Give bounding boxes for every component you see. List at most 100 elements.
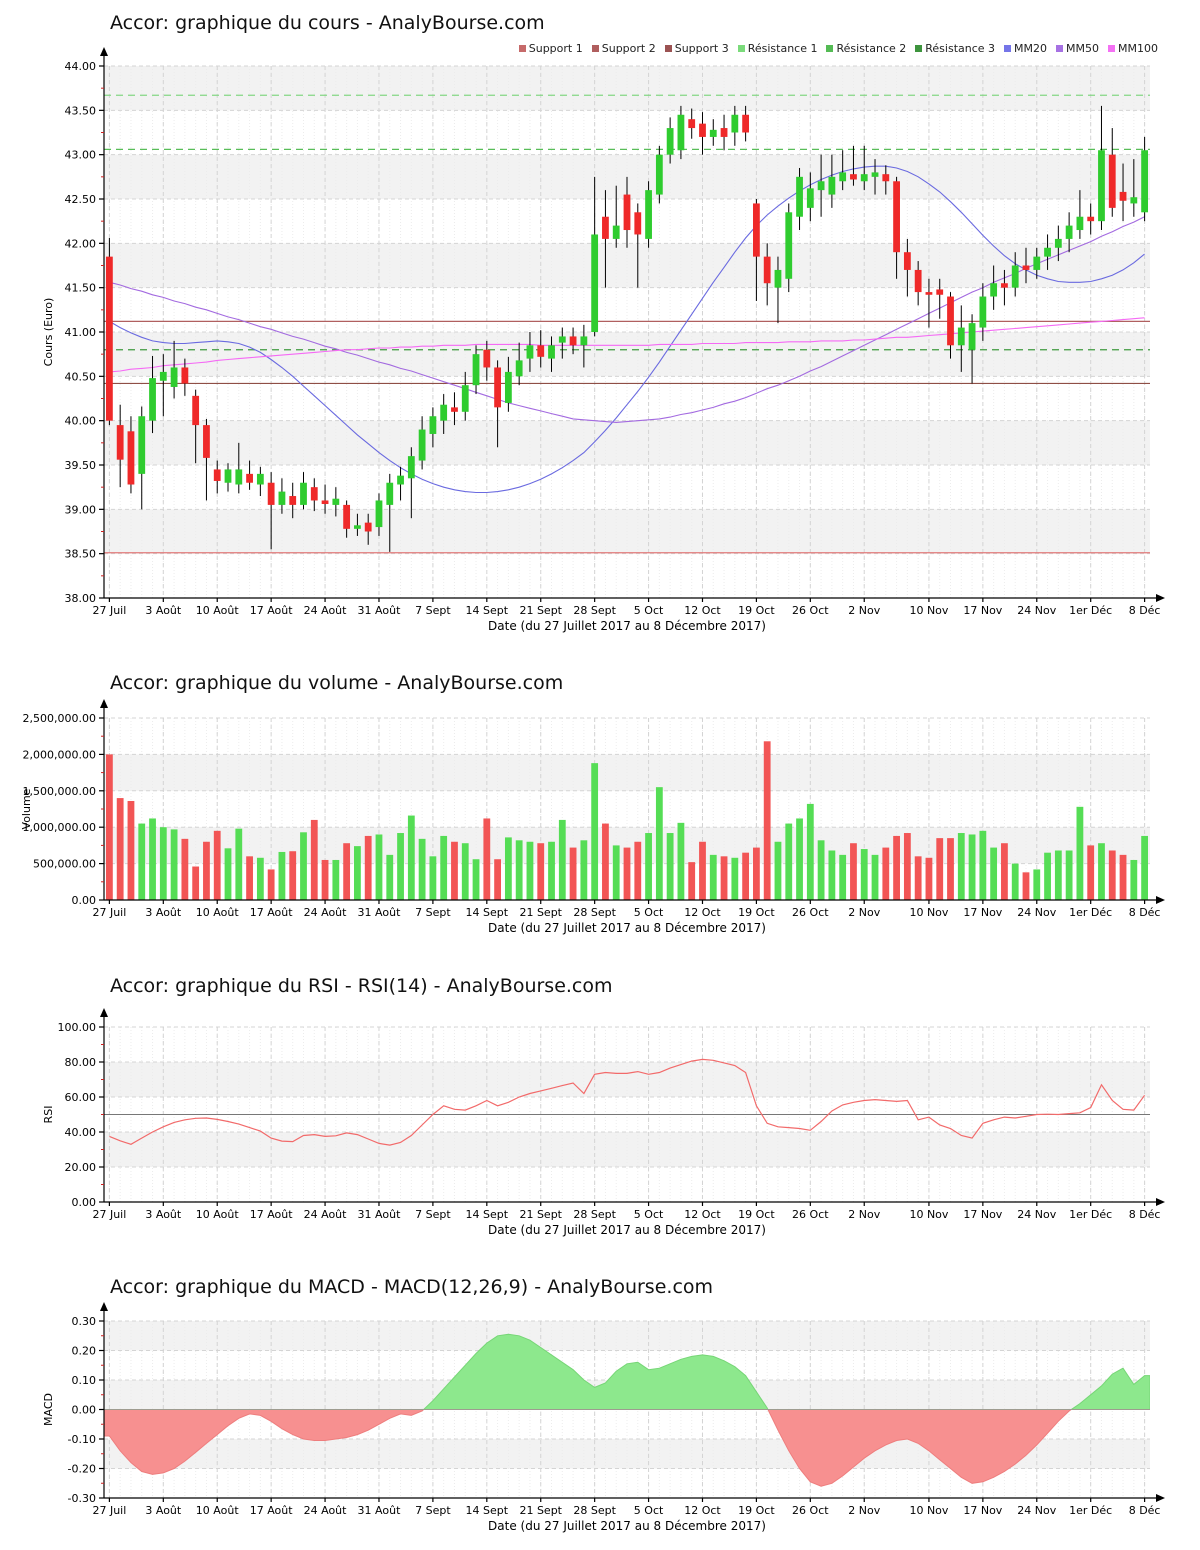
legend-swatch-icon (826, 45, 834, 52)
x-tick-label: 31 Août (358, 1504, 402, 1517)
candle-body (990, 283, 998, 297)
legend-item-Résistance 3: Résistance 3 (915, 42, 995, 55)
candle-body (1033, 256, 1041, 270)
volume-bar (526, 841, 534, 900)
y-axis-title: Cours (Euro) (42, 298, 55, 367)
x-tick-label: 2 Nov (848, 1504, 880, 1517)
volume-bar (170, 829, 178, 900)
volume-bar (181, 838, 189, 900)
x-tick-label: 10 Août (196, 1208, 240, 1221)
candle-body (537, 345, 545, 357)
x-tick-label: 27 Juil (92, 1504, 126, 1517)
x-tick-label: 17 Nov (963, 1504, 1002, 1517)
x-tick-label: 24 Nov (1017, 604, 1056, 617)
volume-bar (1001, 843, 1008, 900)
volume-bar (418, 838, 426, 900)
candle-body (343, 504, 351, 529)
volume-bar (429, 856, 437, 900)
x-axis-title: Date (du 27 Juillet 2017 au 8 Décembre 2… (488, 921, 766, 935)
x-axis-title: Date (du 27 Juillet 2017 au 8 Décembre 2… (488, 619, 766, 633)
candle-body (850, 174, 857, 180)
x-tick-label: 31 Août (358, 604, 402, 617)
volume-bar (1033, 869, 1041, 900)
y-axis-arrow-icon (100, 699, 108, 708)
x-tick-label: 12 Oct (684, 1504, 721, 1517)
volume-bar (105, 754, 113, 900)
y-tick-label: 38.00 (65, 592, 97, 605)
candle-body (1098, 150, 1105, 222)
legend-item-Support 1: Support 1 (518, 42, 583, 55)
x-tick-label: 2 Nov (848, 604, 880, 617)
candle-body (688, 119, 696, 129)
x-tick-label: 24 Août (304, 906, 348, 919)
candle-body (105, 256, 113, 421)
volume-bar (246, 856, 253, 900)
candle-body (526, 345, 534, 359)
x-tick-label: 21 Sept (519, 906, 562, 919)
rsi-chart-title: Accor: graphique du RSI - RSI(14) - Anal… (110, 975, 613, 997)
legend-swatch-icon (518, 45, 526, 52)
x-tick-label: 19 Oct (738, 1504, 775, 1517)
candle-body (580, 336, 588, 346)
x-tick-label: 8 Déc (1129, 906, 1161, 919)
x-tick-label: 5 Oct (634, 1208, 664, 1221)
x-tick-label: 19 Oct (738, 604, 775, 617)
macd-chart-title: Accor: graphique du MACD - MACD(12,26,9)… (110, 1276, 714, 1298)
y-tick-label: 41.50 (65, 282, 97, 295)
candle-body (515, 360, 523, 377)
y-tick-label: 40.00 (65, 1126, 97, 1139)
y-tick-label: -0.30 (68, 1492, 96, 1505)
volume-bar (159, 827, 167, 900)
volume-bar (979, 830, 987, 900)
x-tick-label: 10 Août (196, 906, 240, 919)
x-tick-label: 28 Sept (573, 1208, 616, 1221)
volume-bar (591, 763, 599, 900)
x-tick-label: 5 Oct (634, 604, 664, 617)
candle-body (213, 469, 221, 481)
x-tick-label: 28 Sept (573, 906, 616, 919)
x-tick-label: 10 Nov (909, 604, 948, 617)
candle-body (645, 190, 652, 239)
y-tick-label: 43.50 (65, 104, 97, 117)
volume-bar (213, 830, 221, 900)
x-tick-label: 14 Sept (466, 1504, 509, 1517)
candle-body (1119, 191, 1127, 201)
volume-bar (925, 857, 933, 900)
volume-bar (1141, 835, 1149, 900)
x-tick-label: 24 Août (304, 604, 348, 617)
x-tick-label: 31 Août (358, 1208, 402, 1221)
volume-bar (666, 833, 674, 900)
candle-body (591, 234, 599, 332)
y-tick-label: -0.10 (68, 1433, 96, 1446)
volume-bar (1022, 872, 1030, 900)
y-tick-label: 39.00 (65, 503, 97, 516)
candle-body (149, 378, 156, 421)
volume-bar (224, 848, 232, 900)
y-tick-label: 38.50 (65, 548, 97, 561)
x-tick-label: 14 Sept (466, 906, 509, 919)
candle-body (893, 181, 900, 253)
candle-body (796, 176, 803, 217)
y-tick-label: 0.20 (72, 1345, 97, 1358)
candle-body (806, 188, 814, 208)
x-tick-label: 21 Sept (519, 1208, 562, 1221)
x-tick-label: 3 Août (145, 604, 182, 617)
candle-body (936, 289, 944, 295)
volume-bar (947, 838, 954, 900)
legend-item-Résistance 2: Résistance 2 (826, 42, 906, 55)
y-tick-label: 1,500,000.00 (23, 785, 96, 798)
candle-body (731, 114, 739, 133)
x-tick-label: 19 Oct (738, 1208, 775, 1221)
candle-body (979, 296, 987, 328)
candle-body (397, 475, 404, 485)
legend-item-MM50: MM50 (1056, 42, 1099, 55)
candle-body (860, 174, 868, 182)
candle-body (914, 269, 922, 293)
volume-bar (936, 838, 944, 900)
y-axis-arrow-icon (100, 47, 108, 56)
candle-body (947, 296, 954, 346)
x-axis-title: Date (du 27 Juillet 2017 au 8 Décembre 2… (488, 1223, 766, 1237)
macd-area-negative (104, 1409, 1150, 1487)
